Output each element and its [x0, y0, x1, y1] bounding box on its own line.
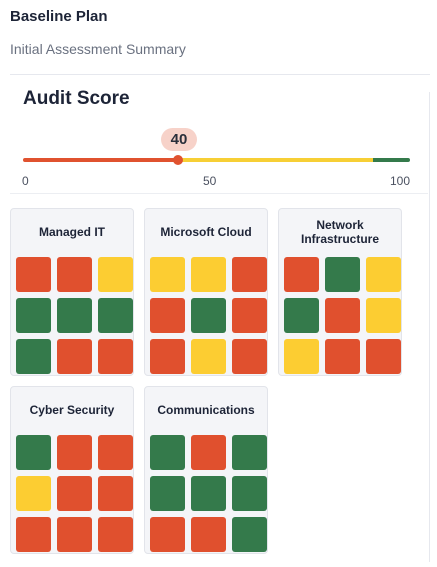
status-tile-red	[98, 435, 133, 470]
status-tile-red	[325, 298, 360, 333]
status-tile-red	[57, 339, 92, 374]
score-divider	[10, 193, 428, 194]
scale-tick-100: 100	[390, 174, 411, 188]
status-tile-red	[57, 476, 92, 511]
status-tile-red	[232, 298, 267, 333]
status-tile-green	[284, 298, 319, 333]
category-card-cyber-security[interactable]: Cyber Security	[10, 386, 134, 554]
header-divider	[10, 74, 430, 75]
status-tile-yellow	[191, 339, 226, 374]
status-tile-red	[150, 517, 185, 552]
category-grid	[16, 257, 133, 374]
status-tile-yellow	[191, 257, 226, 292]
status-tile-red	[191, 435, 226, 470]
category-title: Microsoft Cloud	[160, 224, 252, 239]
status-tile-red	[98, 476, 133, 511]
status-tile-yellow	[16, 476, 51, 511]
status-tile-red	[366, 339, 401, 374]
status-tile-yellow	[150, 257, 185, 292]
status-tile-red	[232, 339, 267, 374]
status-tile-yellow	[284, 339, 319, 374]
status-tile-yellow	[366, 298, 401, 333]
status-tile-red	[325, 339, 360, 374]
status-tile-red	[150, 339, 185, 374]
category-grid	[150, 257, 267, 374]
status-tile-green	[191, 298, 226, 333]
panel-border	[429, 92, 430, 562]
status-tile-green	[150, 476, 185, 511]
category-card-network-infrastructure[interactable]: Network Infrastructure	[278, 208, 402, 376]
score-value-bubble: 40	[161, 128, 197, 151]
status-tile-green	[232, 517, 267, 552]
status-tile-green	[57, 298, 92, 333]
status-tile-yellow	[98, 257, 133, 292]
status-tile-green	[16, 435, 51, 470]
status-tile-green	[232, 435, 267, 470]
status-tile-green	[325, 257, 360, 292]
status-tile-green	[16, 298, 51, 333]
category-title: Communications	[157, 402, 255, 417]
scale-tick-50: 50	[203, 174, 217, 188]
category-grid	[16, 435, 133, 552]
score-track-yellow	[178, 158, 373, 162]
status-tile-red	[16, 257, 51, 292]
category-card-communications[interactable]: Communications	[144, 386, 268, 554]
status-tile-red	[232, 257, 267, 292]
status-tile-green	[150, 435, 185, 470]
status-tile-yellow	[366, 257, 401, 292]
status-tile-red	[150, 298, 185, 333]
category-title: Network Infrastructure	[300, 217, 380, 246]
category-title: Managed IT	[38, 224, 105, 239]
score-track-red	[23, 158, 178, 162]
category-grid	[150, 435, 267, 552]
category-card-managed-it[interactable]: Managed IT	[10, 208, 134, 376]
status-tile-red	[284, 257, 319, 292]
status-tile-green	[16, 339, 51, 374]
status-tile-green	[191, 476, 226, 511]
status-tile-red	[98, 517, 133, 552]
category-grid	[284, 257, 401, 374]
status-tile-red	[191, 517, 226, 552]
page-title: Baseline Plan	[10, 8, 108, 25]
status-tile-green	[232, 476, 267, 511]
category-card-microsoft-cloud[interactable]: Microsoft Cloud	[144, 208, 268, 376]
status-tile-red	[16, 517, 51, 552]
category-title: Cyber Security	[29, 402, 115, 417]
status-tile-red	[57, 435, 92, 470]
score-slider-thumb	[173, 155, 183, 165]
page-subtitle: Initial Assessment Summary	[10, 41, 186, 57]
status-tile-red	[98, 339, 133, 374]
audit-score-title: Audit Score	[23, 88, 130, 109]
score-track-green	[373, 158, 410, 162]
status-tile-red	[57, 517, 92, 552]
status-tile-red	[57, 257, 92, 292]
status-tile-green	[98, 298, 133, 333]
scale-tick-0: 0	[22, 174, 29, 188]
